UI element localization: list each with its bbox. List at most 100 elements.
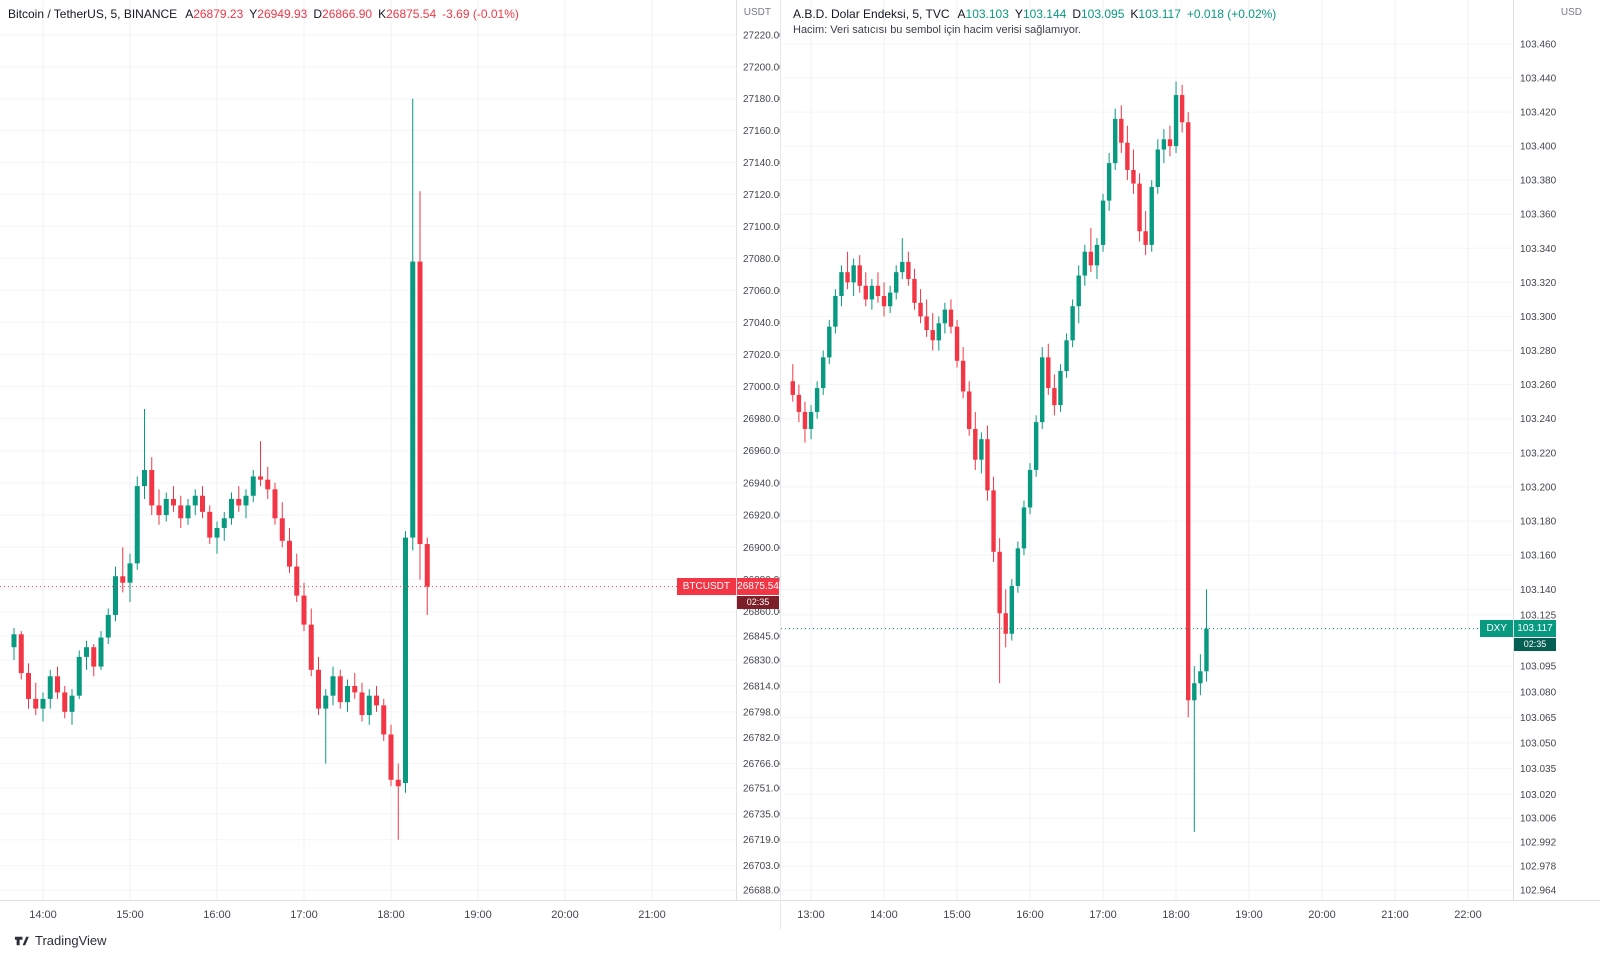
svg-text:27200.00: 27200.00 (743, 62, 780, 73)
close-value: K103.117 (1130, 7, 1181, 21)
svg-text:27080.00: 27080.00 (743, 254, 780, 265)
symbol-badge: DXY (1480, 620, 1513, 637)
svg-text:103.280: 103.280 (1520, 346, 1557, 357)
svg-text:27140.00: 27140.00 (743, 158, 780, 169)
svg-text:14:00: 14:00 (870, 909, 898, 921)
svg-text:27160.00: 27160.00 (743, 126, 780, 137)
svg-text:26845.00: 26845.00 (743, 631, 780, 642)
tradingview-logo-icon (14, 936, 29, 946)
svg-text:27120.00: 27120.00 (743, 190, 780, 201)
svg-text:13:00: 13:00 (797, 909, 825, 921)
open-value: A103.103 (957, 7, 1009, 21)
high-value: Y103.144 (1014, 7, 1067, 21)
svg-text:103.006: 103.006 (1520, 814, 1557, 825)
btc-chart-canvas[interactable]: 27220.00 27200.00 27180.00 27160.00 27140.00… (0, 0, 780, 930)
svg-text:26920.00: 26920.00 (743, 511, 780, 522)
tradingview-attribution[interactable]: TradingView (14, 933, 107, 948)
svg-text:22:00: 22:00 (1454, 909, 1482, 921)
svg-text:103.020: 103.020 (1520, 790, 1557, 801)
candles[interactable] (11, 98, 430, 840)
grid-lines (781, 0, 1513, 900)
time-axis-labels[interactable]: 13:00 14:00 15:00 16:00 17:00 18:00 19:00 20:00… (797, 909, 1482, 921)
svg-text:26860.00: 26860.00 (743, 607, 780, 618)
svg-text:103.240: 103.240 (1520, 414, 1557, 425)
svg-text:19:00: 19:00 (1235, 909, 1263, 921)
price-badge-row: BTCUSDT 26875.54 (676, 578, 779, 595)
price-axis-labels[interactable]: 27220.00 27200.00 27180.00 27160.00 27140.00… (743, 31, 780, 897)
svg-text:26751.00: 26751.00 (743, 783, 780, 794)
dxy-chart-canvas[interactable]: 103.460 103.440 103.420 103.400 103.380 103.3… (781, 0, 1600, 930)
svg-text:17:00: 17:00 (290, 909, 318, 921)
svg-text:102.964: 102.964 (1520, 886, 1557, 897)
time-axis-labels[interactable]: 14:00 15:00 16:00 17:00 18:00 19:00 20:00 21:00 (29, 909, 666, 921)
price-axis-labels[interactable]: 103.460 103.440 103.420 103.400 103.380 103.3… (1520, 40, 1557, 897)
price-badge-row: DXY 103.117 (1480, 620, 1556, 637)
svg-text:15:00: 15:00 (116, 909, 144, 921)
high-value: Y26949.93 (249, 7, 308, 21)
svg-text:20:00: 20:00 (551, 909, 579, 921)
svg-text:26782.00: 26782.00 (743, 733, 780, 744)
svg-text:27000.00: 27000.00 (743, 382, 780, 393)
svg-text:103.080: 103.080 (1520, 687, 1557, 698)
svg-text:26830.00: 26830.00 (743, 656, 780, 667)
svg-text:103.160: 103.160 (1520, 551, 1557, 562)
svg-text:16:00: 16:00 (1016, 909, 1044, 921)
svg-text:14:00: 14:00 (29, 909, 57, 921)
svg-text:17:00: 17:00 (1089, 909, 1117, 921)
symbol-title[interactable]: Bitcoin / TetherUS, 5, BINANCE (8, 7, 178, 21)
svg-text:26688.00: 26688.00 (743, 886, 780, 897)
svg-text:27220.00: 27220.00 (743, 31, 780, 42)
svg-text:26814.00: 26814.00 (743, 681, 780, 692)
price-badge: 26875.54 (737, 578, 779, 595)
svg-text:103.460: 103.460 (1520, 40, 1557, 51)
svg-text:103.200: 103.200 (1520, 482, 1557, 493)
change-value: +0.018 (+0.02%) (1186, 7, 1277, 21)
svg-text:26960.00: 26960.00 (743, 446, 780, 457)
symbol-title[interactable]: A.B.D. Dolar Endeksi, 5, TVC (793, 7, 950, 21)
svg-text:27020.00: 27020.00 (743, 350, 780, 361)
axis-borders (0, 0, 780, 901)
change-value: -3.69 (-0.01%) (442, 7, 519, 21)
candles[interactable] (790, 81, 1209, 832)
svg-text:103.095: 103.095 (1520, 662, 1557, 673)
svg-text:103.180: 103.180 (1520, 517, 1557, 528)
chart-panel-dxy: 103.460 103.440 103.420 103.400 103.380 103.3… (780, 0, 1600, 930)
svg-text:103.260: 103.260 (1520, 380, 1557, 391)
bar-countdown: 02:35 (737, 596, 779, 609)
svg-text:103.065: 103.065 (1520, 713, 1557, 724)
svg-text:27040.00: 27040.00 (743, 318, 780, 329)
svg-text:21:00: 21:00 (638, 909, 666, 921)
svg-text:103.320: 103.320 (1520, 278, 1557, 289)
svg-text:16:00: 16:00 (203, 909, 231, 921)
svg-text:21:00: 21:00 (1381, 909, 1409, 921)
svg-text:103.035: 103.035 (1520, 764, 1557, 775)
svg-text:18:00: 18:00 (1162, 909, 1190, 921)
svg-text:103.220: 103.220 (1520, 448, 1557, 459)
svg-text:102.992: 102.992 (1520, 838, 1557, 849)
chart-panel-btcusdt: 27220.00 27200.00 27180.00 27160.00 27140.00… (0, 0, 780, 930)
symbol-badge: BTCUSDT (676, 578, 736, 595)
ohlc-values: A103.103 Y103.144 D103.095 K103.117 +0.0… (958, 7, 1277, 21)
open-value: A26879.23 (185, 7, 244, 21)
svg-text:103.300: 103.300 (1520, 312, 1557, 323)
svg-text:103.050: 103.050 (1520, 739, 1557, 750)
svg-text:26766.00: 26766.00 (743, 759, 780, 770)
low-value: D26866.90 (313, 7, 373, 21)
volume-warning-text: Hacim: Veri satıcısı bu sembol için haci… (793, 24, 1081, 36)
svg-text:103.440: 103.440 (1520, 74, 1557, 85)
svg-text:103.140: 103.140 (1520, 585, 1557, 596)
svg-text:26980.00: 26980.00 (743, 414, 780, 425)
svg-text:27060.00: 27060.00 (743, 286, 780, 297)
svg-text:103.380: 103.380 (1520, 176, 1557, 187)
axis-currency-label: USDT (743, 7, 771, 18)
last-price-badge-btc: BTCUSDT 26875.54 02:35 (676, 578, 779, 609)
svg-text:103.360: 103.360 (1520, 210, 1557, 221)
svg-text:18:00: 18:00 (377, 909, 405, 921)
ohlc-values: A26879.23 Y26949.93 D26866.90 K26875.54 … (185, 7, 519, 21)
svg-text:102.978: 102.978 (1520, 862, 1557, 873)
svg-text:103.340: 103.340 (1520, 244, 1557, 255)
svg-text:27180.00: 27180.00 (743, 94, 780, 105)
chart-legend-dxy: A.B.D. Dolar Endeksi, 5, TVC A103.103 Y1… (793, 7, 1276, 21)
svg-text:26940.00: 26940.00 (743, 478, 780, 489)
